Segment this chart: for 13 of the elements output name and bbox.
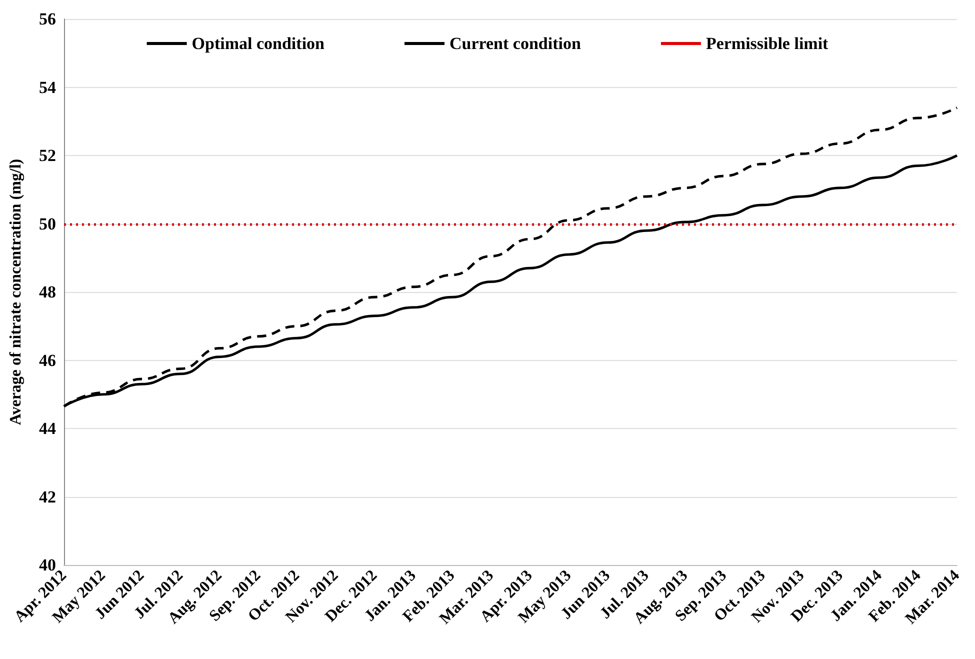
y-tick-label: 40 [39,556,56,574]
y-tick-label: 52 [39,146,56,165]
y-tick-label: 46 [39,350,56,370]
y-tick-label: 56 [39,10,56,28]
legend-label: Current condition [449,34,582,53]
y-tick-label: 42 [39,487,56,506]
y-tick-label: 48 [39,282,56,302]
y-tick-label: 50 [39,214,56,234]
y-tick-label: 54 [39,78,56,97]
y-axis-title: Average of nitrate concentration (mg/l) [8,158,24,426]
y-tick-label: 44 [39,419,56,438]
legend-label: Permissible limit [706,34,829,53]
legend-label: Optimal condition [192,34,326,53]
